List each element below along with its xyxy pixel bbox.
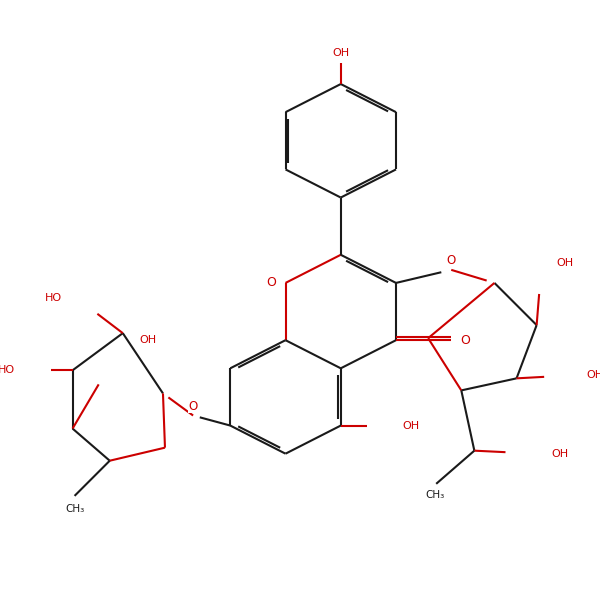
Text: OH: OH — [551, 449, 568, 458]
Text: OH: OH — [139, 335, 157, 345]
Text: CH₃: CH₃ — [425, 490, 445, 500]
Text: HO: HO — [0, 365, 15, 376]
Text: HO: HO — [45, 293, 62, 303]
Text: OH: OH — [402, 421, 419, 431]
Text: O: O — [266, 277, 276, 289]
Text: O: O — [460, 334, 470, 347]
Text: OH: OH — [556, 258, 574, 268]
Text: OH: OH — [586, 370, 600, 380]
Text: OH: OH — [332, 49, 349, 58]
Text: O: O — [188, 400, 198, 413]
Text: O: O — [446, 254, 456, 267]
Text: CH₃: CH₃ — [65, 504, 84, 514]
